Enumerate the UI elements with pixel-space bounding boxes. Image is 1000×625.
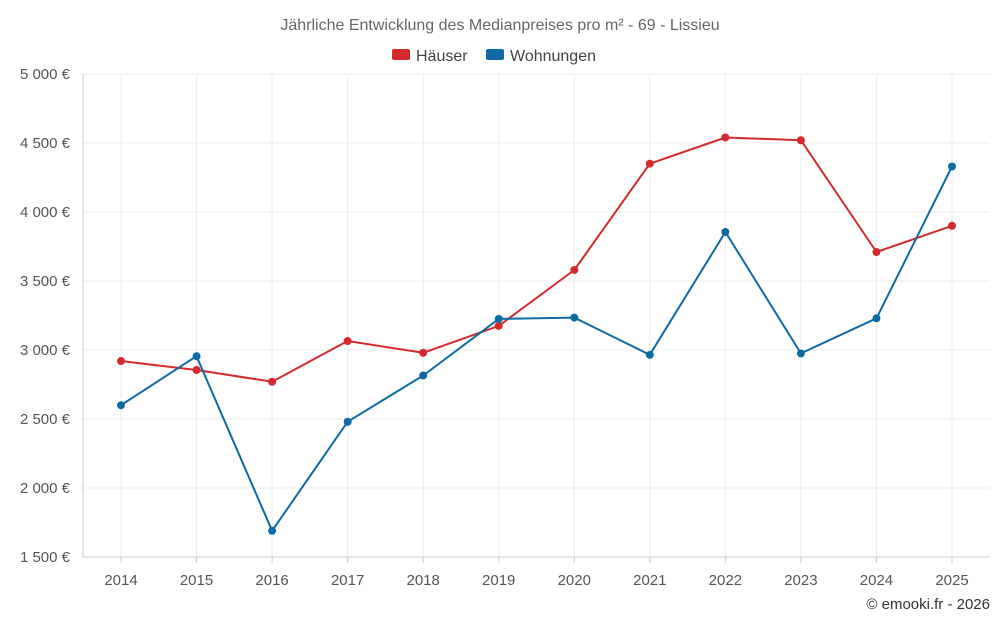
x-tick-label: 2014 xyxy=(104,572,137,589)
series-wohnungen xyxy=(117,162,956,535)
legend-label-wohnungen: Wohnungen xyxy=(510,48,596,65)
series-line-wohnungen xyxy=(120,166,953,532)
y-tick-label: 2 000 € xyxy=(20,480,71,497)
data-point-haeuser[interactable] xyxy=(343,337,352,346)
data-point-wohnungen[interactable] xyxy=(117,401,125,410)
series-line-haeuser xyxy=(120,136,953,383)
x-tick-label: 2015 xyxy=(180,572,213,589)
legend-swatch-wohnungen xyxy=(486,49,504,60)
legend-label-haeuser: Häuser xyxy=(416,48,468,65)
gridlines xyxy=(83,73,990,558)
data-point-haeuser[interactable] xyxy=(419,348,428,357)
data-point-haeuser[interactable] xyxy=(117,357,125,366)
data-point-haeuser[interactable] xyxy=(948,221,956,230)
data-point-wohnungen[interactable] xyxy=(494,314,503,323)
y-tick-label: 4 000 € xyxy=(20,204,71,221)
data-point-haeuser[interactable] xyxy=(192,366,201,375)
data-point-haeuser[interactable] xyxy=(494,321,503,330)
x-tick-label: 2017 xyxy=(331,572,364,589)
x-tick-label: 2024 xyxy=(860,572,893,589)
credit-text: © emooki.fr - 2026 xyxy=(866,596,990,613)
data-point-wohnungen[interactable] xyxy=(419,371,428,380)
data-point-wohnungen[interactable] xyxy=(645,350,654,359)
series-haeuser xyxy=(117,133,956,386)
y-tick-label: 2 500 € xyxy=(20,411,71,428)
legend-item-wohnungen[interactable]: Wohnungen xyxy=(486,48,596,65)
data-point-haeuser[interactable] xyxy=(872,248,881,257)
data-point-haeuser[interactable] xyxy=(570,265,579,274)
data-point-haeuser[interactable] xyxy=(268,377,277,386)
x-tick-label: 2021 xyxy=(633,572,666,589)
x-tick-label: 2019 xyxy=(482,572,515,589)
axes: 1 500 € 2 000 € 2 500 € 3 000 € 3 500 € 4 000… xyxy=(20,66,990,589)
data-point-wohnungen[interactable] xyxy=(343,417,352,426)
x-tick-label: 2025 xyxy=(935,572,968,589)
series xyxy=(117,133,956,535)
y-tick-label: 4 500 € xyxy=(20,135,71,152)
data-point-haeuser[interactable] xyxy=(721,133,730,142)
x-tick-label: 2023 xyxy=(784,572,817,589)
x-tick-label: 2018 xyxy=(406,572,439,589)
data-point-haeuser[interactable] xyxy=(796,136,805,145)
y-tick-label: 3 500 € xyxy=(20,273,71,290)
y-tick-label: 3 000 € xyxy=(20,342,71,359)
legend-item-haeuser[interactable]: Häuser xyxy=(392,48,468,65)
data-point-wohnungen[interactable] xyxy=(570,313,579,322)
chart-title: Jährliche Entwicklung des Medianpreises … xyxy=(280,17,719,34)
x-tick-label: 2022 xyxy=(709,572,742,589)
x-tick-label: 2016 xyxy=(255,572,288,589)
data-point-haeuser[interactable] xyxy=(645,159,654,168)
x-tick-label: 2020 xyxy=(558,572,591,589)
legend: Häuser Wohnungen xyxy=(392,48,596,65)
data-point-wohnungen[interactable] xyxy=(872,314,881,323)
y-tick-label: 5 000 € xyxy=(20,66,71,83)
y-tick-label: 1 500 € xyxy=(20,549,71,566)
data-point-wohnungen[interactable] xyxy=(948,162,956,171)
data-point-wohnungen[interactable] xyxy=(721,228,730,237)
data-point-wohnungen[interactable] xyxy=(268,526,277,535)
data-point-wohnungen[interactable] xyxy=(796,349,805,358)
legend-swatch-haeuser xyxy=(392,49,410,60)
data-point-wohnungen[interactable] xyxy=(192,352,201,361)
